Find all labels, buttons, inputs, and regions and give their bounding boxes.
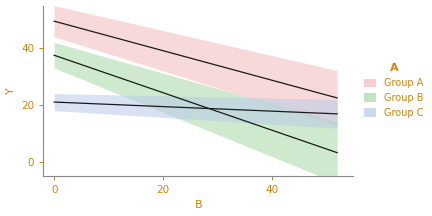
X-axis label: B: B [194,200,202,210]
Legend: Group A, Group B, Group C: Group A, Group B, Group C [362,60,426,121]
Y-axis label: Y: Y [6,87,16,94]
